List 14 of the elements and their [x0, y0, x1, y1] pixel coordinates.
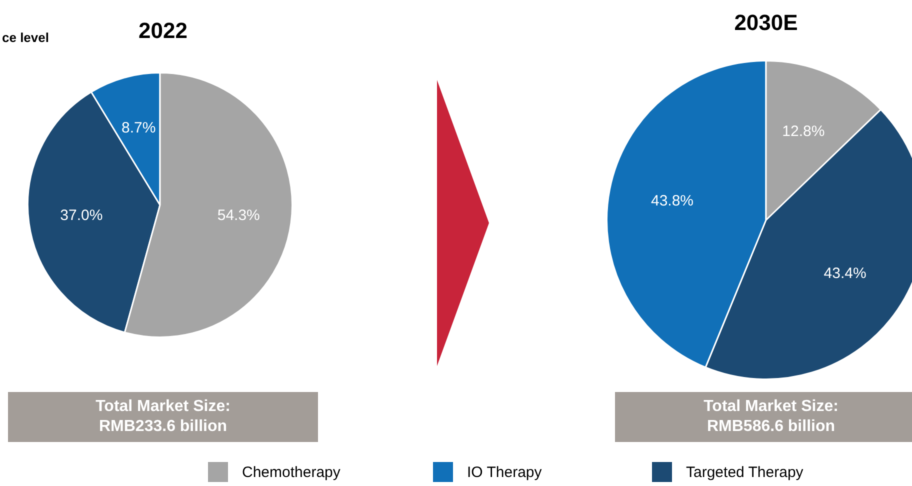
- text: ce level: [2, 30, 49, 45]
- chart-title: 2030E: [733, 10, 799, 36]
- chart-title: 2022: [138, 18, 188, 44]
- legend-label: Targeted Therapy: [685, 462, 804, 482]
- legend-label: IO Therapy: [466, 462, 542, 482]
- data-label: 37.0%: [60, 207, 103, 224]
- data-label: 43.4%: [824, 264, 866, 282]
- data-label: 43.8%: [650, 192, 694, 210]
- text: Total Market Size: RMB233.6 billion: [8, 392, 318, 442]
- data-label: 12.8%: [782, 123, 825, 140]
- data-label: 8.7%: [121, 120, 156, 137]
- legend-label: Chemotherapy: [241, 462, 340, 482]
- data-label: 54.3%: [217, 206, 260, 224]
- text: Total Market Size: RMB586.6 billion: [615, 392, 912, 442]
